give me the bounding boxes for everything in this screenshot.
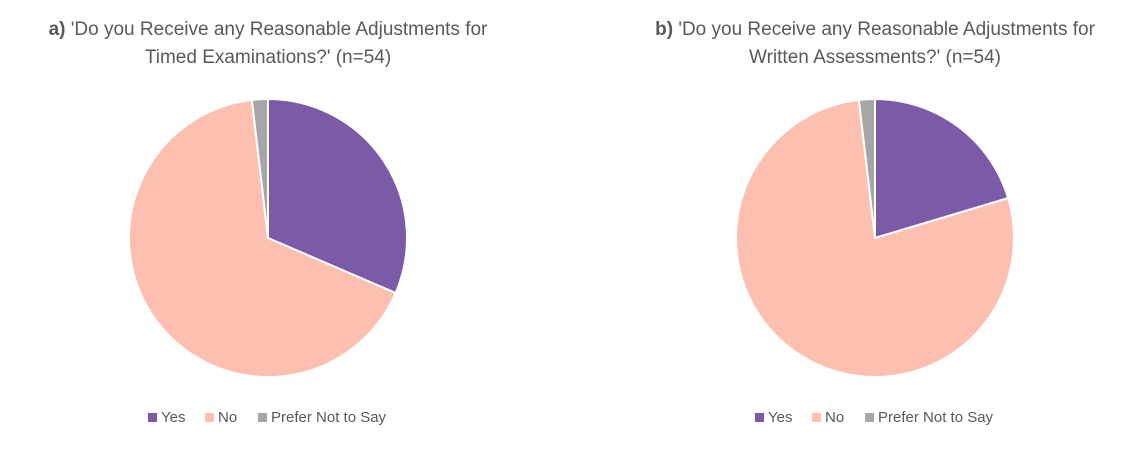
title-line: Written Assessments?' (n=54) <box>749 47 1001 68</box>
legend-swatch <box>205 413 214 422</box>
chart-title: a) 'Do you Receive any Reasonable Adjust… <box>49 19 488 40</box>
legend-swatch <box>755 413 764 422</box>
pie-slice <box>857 97 876 239</box>
legend-label: Prefer Not to Say <box>271 409 387 426</box>
legend-label: Yes <box>161 409 185 426</box>
legend-swatch <box>258 413 267 422</box>
pie-slice <box>267 97 408 295</box>
pie-slice <box>735 98 1015 378</box>
legend-swatch <box>148 413 157 422</box>
title-line: Timed Examinations?' (n=54) <box>145 47 391 68</box>
title-line: 'Do you Receive any Reasonable Adjustmen… <box>71 19 488 40</box>
legend-label: No <box>218 409 237 426</box>
chart-title: b) 'Do you Receive any Reasonable Adjust… <box>655 19 1095 40</box>
title-prefix: a) <box>49 19 66 40</box>
legend-label: Yes <box>768 409 792 426</box>
pie-slice <box>874 97 1010 240</box>
pie-slice <box>128 98 397 378</box>
legend-swatch <box>865 413 874 422</box>
legend-label: No <box>825 409 844 426</box>
legend-label: Prefer Not to Say <box>878 409 994 426</box>
legend-swatch <box>812 413 821 422</box>
title-line: 'Do you Receive any Reasonable Adjustmen… <box>678 19 1095 40</box>
pie-slice <box>250 97 269 239</box>
title-prefix: b) <box>655 19 673 40</box>
